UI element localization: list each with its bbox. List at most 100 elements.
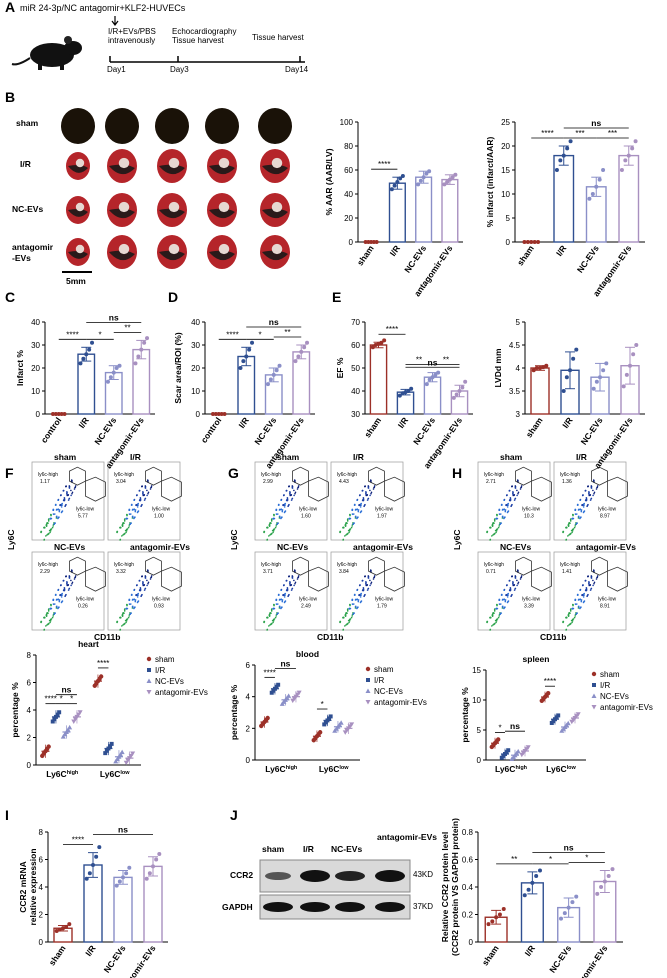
- flow-event-dot: [50, 618, 53, 620]
- flow-event-dot: [290, 589, 293, 591]
- row-label-antagomir: antagomir: [12, 242, 54, 252]
- y-tick-label: 5: [506, 214, 511, 223]
- data-point: [91, 863, 95, 867]
- flow-event-dot: [281, 509, 284, 512]
- flow-event-dot: [495, 621, 497, 624]
- flow-event-dot: [133, 589, 135, 591]
- flow-event-dot: [562, 531, 564, 534]
- data-point: [526, 887, 531, 892]
- flow-event-dot: [514, 575, 517, 577]
- flow-event-dot: [512, 581, 514, 583]
- flow-event-dot: [589, 494, 591, 497]
- flow-event-dot: [52, 525, 54, 527]
- flow-event-dot: [514, 486, 517, 489]
- group-label-sup: low: [339, 765, 349, 771]
- chart-B_inf: 0 5 10 15 20 25 % infarct (infarct/AAR) sham I/R…: [485, 118, 645, 298]
- flow-event-dot: [130, 594, 133, 596]
- x-tick-label: I/R: [554, 243, 568, 258]
- flow-event-dot: [268, 614, 271, 617]
- flow-event-dot: [585, 498, 588, 501]
- flow-group-title: sham: [500, 452, 523, 462]
- flow-event-dot: [367, 588, 370, 590]
- data-point: [594, 184, 599, 189]
- flow-event-dot: [66, 492, 68, 495]
- flow-event-dot: [339, 621, 341, 624]
- flow-event-dot: [508, 580, 511, 582]
- flow-event-dot: [147, 581, 150, 584]
- flow-event-dot: [354, 515, 357, 518]
- gate-low-label: ly6c-low: [76, 506, 94, 512]
- dot-marker: [546, 691, 551, 696]
- flow-event-dot: [278, 605, 281, 608]
- pale-region: [168, 243, 180, 255]
- infarct-region: [159, 164, 185, 175]
- flow-event-dot: [571, 621, 573, 624]
- legend-label: antagomir-EVs: [600, 703, 653, 712]
- pale-region: [218, 157, 230, 169]
- flow-event-dot: [351, 599, 353, 601]
- flow-event-dot: [497, 616, 500, 619]
- flow-event-dot: [46, 522, 49, 525]
- x-tick-label: NC-EVs: [102, 943, 128, 974]
- flow-event-dot: [572, 514, 574, 517]
- flow-event-dot: [507, 600, 510, 603]
- data-point: [374, 240, 379, 244]
- flow-event-dot: [130, 522, 132, 524]
- flow-event-dot: [286, 498, 289, 501]
- ccr2-band: [335, 871, 365, 881]
- flow-event-dot: [284, 504, 286, 507]
- panel-label-c: C: [5, 289, 15, 305]
- y-tick-label: 0.4: [462, 883, 474, 892]
- flow-event-dot: [367, 575, 370, 577]
- flow-event-dot: [370, 491, 373, 494]
- flow-event-dot: [500, 594, 503, 596]
- flow-event-dot: [514, 498, 516, 500]
- gate-high-label: ly6c-high: [114, 472, 134, 478]
- flow-event-dot: [59, 494, 62, 497]
- flow-event-dot: [520, 575, 523, 577]
- data-point: [108, 375, 113, 380]
- data-point: [427, 169, 432, 174]
- flow-event-dot: [491, 524, 494, 527]
- flow-event-dot: [63, 498, 66, 501]
- legend-label: sham: [600, 670, 620, 679]
- flow-event-dot: [149, 578, 152, 580]
- flow-event-dot: [576, 612, 578, 614]
- data-point: [597, 177, 602, 182]
- flow-event-dot: [277, 504, 280, 506]
- data-point: [136, 354, 141, 359]
- band-label-ccr2: CCR2: [230, 870, 253, 880]
- y-axis-label: % AAR (AAR/LV): [324, 148, 334, 215]
- flow-event-dot: [126, 528, 129, 530]
- infarct-region: [159, 208, 185, 219]
- chart-title: blood: [296, 649, 319, 659]
- flow-event-dot: [269, 522, 272, 525]
- flow-event-dot: [64, 504, 67, 506]
- pale-region: [271, 157, 283, 169]
- data-point: [154, 857, 159, 862]
- significance-label: ****: [97, 659, 109, 668]
- flow-event-dot: [282, 584, 285, 587]
- flow-event-dot: [59, 584, 62, 587]
- flow-event-dot: [70, 489, 72, 492]
- flow-event-dot: [124, 619, 127, 622]
- data-point: [151, 864, 155, 869]
- flow-event-dot: [493, 520, 496, 522]
- flow-event-dot: [74, 486, 76, 489]
- data-point: [570, 900, 575, 905]
- dot-marker: [119, 749, 125, 755]
- data-point: [57, 927, 62, 932]
- flow-event-dot: [494, 529, 497, 532]
- flow-event-dot: [146, 494, 148, 497]
- significance-label: ****: [263, 668, 275, 677]
- x-tick-label: control: [39, 415, 64, 444]
- dot-marker: [365, 688, 371, 693]
- flow-event-dot: [61, 593, 63, 595]
- flow-event-dot: [284, 594, 286, 596]
- data-point: [369, 240, 374, 244]
- flow-event-dot: [584, 580, 587, 582]
- flow-event-dot: [579, 516, 582, 519]
- significance-label: **: [284, 328, 290, 337]
- flow-event-dot: [66, 581, 68, 583]
